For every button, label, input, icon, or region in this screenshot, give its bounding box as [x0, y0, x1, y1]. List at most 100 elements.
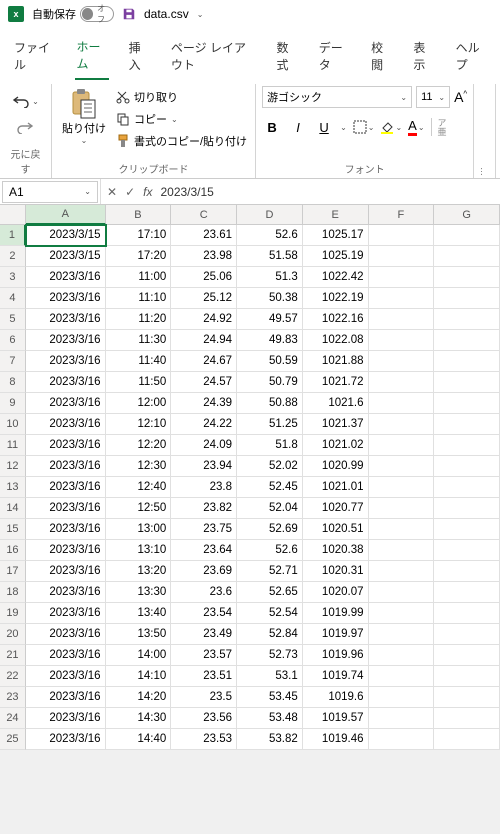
filename-caret-icon[interactable]: ⌄	[197, 10, 204, 19]
cell[interactable]: 23.54	[171, 603, 237, 624]
copy-button[interactable]: コピー ⌄	[114, 110, 249, 128]
cell[interactable]: 49.57	[237, 309, 303, 330]
cell[interactable]: 23.57	[171, 645, 237, 666]
row-header[interactable]: 6	[0, 330, 26, 351]
cell[interactable]: 1021.01	[303, 477, 369, 498]
bold-button[interactable]: B	[262, 120, 282, 135]
cell[interactable]: 11:20	[106, 309, 172, 330]
cell[interactable]: 23.56	[171, 708, 237, 729]
cell[interactable]: 13:40	[106, 603, 172, 624]
cell[interactable]: 24.92	[171, 309, 237, 330]
tab-1[interactable]: ホーム	[75, 34, 109, 80]
cell[interactable]	[369, 246, 435, 267]
cell[interactable]: 49.83	[237, 330, 303, 351]
cell[interactable]	[369, 582, 435, 603]
row-header[interactable]: 7	[0, 351, 26, 372]
cell[interactable]: 14:30	[106, 708, 172, 729]
cell[interactable]: 1019.74	[303, 666, 369, 687]
cell[interactable]	[369, 414, 435, 435]
cell[interactable]: 11:30	[106, 330, 172, 351]
row-header[interactable]: 23	[0, 687, 26, 708]
cell[interactable]	[369, 498, 435, 519]
row-header[interactable]: 14	[0, 498, 26, 519]
cell[interactable]	[369, 540, 435, 561]
name-box[interactable]: A1 ⌄	[2, 181, 98, 203]
cell[interactable]: 1021.72	[303, 372, 369, 393]
row-header[interactable]: 1	[0, 225, 26, 246]
cell[interactable]: 2023/3/16	[26, 372, 106, 393]
cell[interactable]: 51.8	[237, 435, 303, 456]
cell[interactable]	[434, 708, 500, 729]
cell[interactable]: 53.82	[237, 729, 303, 750]
row-header[interactable]: 3	[0, 267, 26, 288]
row-header[interactable]: 21	[0, 645, 26, 666]
cell[interactable]	[434, 687, 500, 708]
cell[interactable]: 11:40	[106, 351, 172, 372]
cell[interactable]: 2023/3/16	[26, 393, 106, 414]
row-header[interactable]: 15	[0, 519, 26, 540]
cell[interactable]: 23.8	[171, 477, 237, 498]
cell[interactable]: 52.45	[237, 477, 303, 498]
cell[interactable]	[369, 456, 435, 477]
cell[interactable]	[434, 288, 500, 309]
cell[interactable]: 17:10	[106, 225, 172, 246]
cell[interactable]: 52.71	[237, 561, 303, 582]
cell[interactable]: 24.39	[171, 393, 237, 414]
row-header[interactable]: 10	[0, 414, 26, 435]
cell[interactable]: 50.88	[237, 393, 303, 414]
cell[interactable]: 1022.16	[303, 309, 369, 330]
cell[interactable]	[434, 519, 500, 540]
formula-input[interactable]: 2023/3/15	[160, 185, 213, 199]
cell[interactable]: 12:10	[106, 414, 172, 435]
col-header-B[interactable]: B	[106, 205, 172, 225]
cell[interactable]: 23.6	[171, 582, 237, 603]
cell[interactable]	[369, 288, 435, 309]
autosave-toggle[interactable]: オフ	[80, 6, 114, 22]
cell[interactable]: 24.09	[171, 435, 237, 456]
increase-font-button[interactable]: A^	[454, 89, 467, 105]
cell[interactable]: 53.1	[237, 666, 303, 687]
tab-8[interactable]: ヘルプ	[454, 35, 488, 79]
cell[interactable]: 51.58	[237, 246, 303, 267]
cell[interactable]	[369, 267, 435, 288]
cell[interactable]	[434, 414, 500, 435]
cell[interactable]: 17:20	[106, 246, 172, 267]
row-header[interactable]: 25	[0, 729, 26, 750]
cell[interactable]: 1019.6	[303, 687, 369, 708]
tab-4[interactable]: 数式	[274, 35, 298, 79]
cell[interactable]: 13:00	[106, 519, 172, 540]
cell[interactable]: 52.6	[237, 540, 303, 561]
format-painter-button[interactable]: 書式のコピー/貼り付け	[114, 132, 249, 150]
cell[interactable]: 2023/3/16	[26, 414, 106, 435]
row-header[interactable]: 9	[0, 393, 26, 414]
tab-7[interactable]: 表示	[411, 35, 435, 79]
cell[interactable]	[434, 498, 500, 519]
cell[interactable]: 11:50	[106, 372, 172, 393]
cell[interactable]: 52.69	[237, 519, 303, 540]
cell[interactable]	[434, 351, 500, 372]
phonetic-button[interactable]: ア亜	[431, 118, 449, 136]
cell[interactable]: 23.82	[171, 498, 237, 519]
cell[interactable]	[369, 561, 435, 582]
cell[interactable]: 1020.77	[303, 498, 369, 519]
cell[interactable]: 2023/3/16	[26, 666, 106, 687]
cell[interactable]: 50.38	[237, 288, 303, 309]
cell[interactable]	[434, 603, 500, 624]
cell[interactable]: 1019.57	[303, 708, 369, 729]
cell[interactable]	[434, 267, 500, 288]
cell[interactable]: 25.12	[171, 288, 237, 309]
row-header[interactable]: 5	[0, 309, 26, 330]
cell[interactable]	[434, 330, 500, 351]
font-name-select[interactable]: 游ゴシック⌄	[262, 86, 412, 108]
row-header[interactable]: 19	[0, 603, 26, 624]
row-header[interactable]: 17	[0, 561, 26, 582]
cell[interactable]: 23.98	[171, 246, 237, 267]
select-all-corner[interactable]	[0, 205, 26, 225]
col-header-F[interactable]: F	[369, 205, 435, 225]
cell[interactable]: 1019.46	[303, 729, 369, 750]
cell[interactable]: 1025.17	[303, 225, 369, 246]
undo-button[interactable]: ⌄	[10, 92, 41, 110]
cell[interactable]: 2023/3/16	[26, 330, 106, 351]
cell[interactable]	[434, 393, 500, 414]
col-header-E[interactable]: E	[303, 205, 369, 225]
